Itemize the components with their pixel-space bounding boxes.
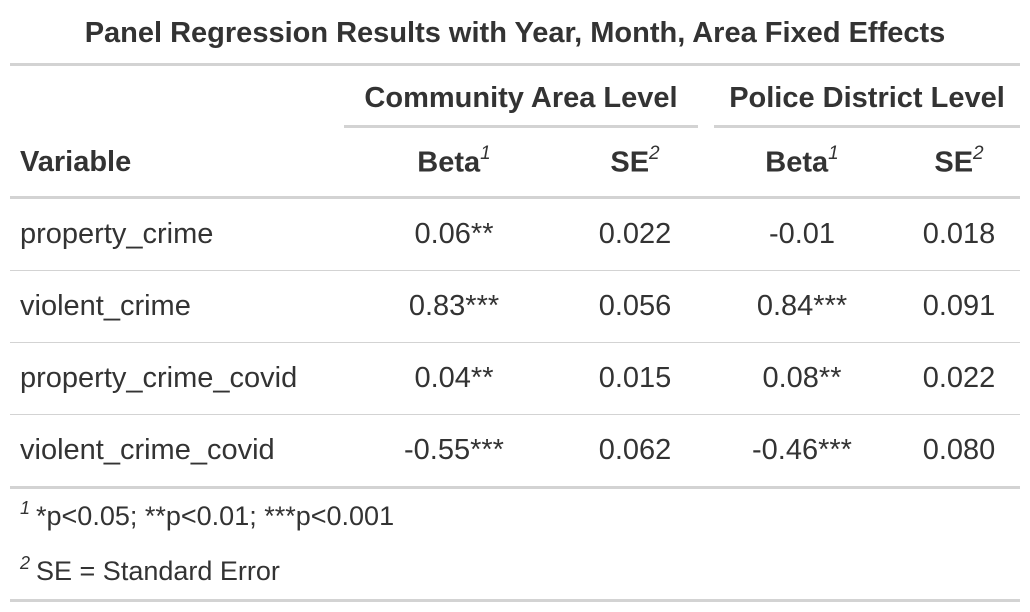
col-header-variable: Variable: [10, 128, 344, 199]
cell-ca-beta: 0.04**: [344, 342, 564, 415]
cell-pd-se: 0.091: [898, 270, 1020, 343]
cell-pd-beta: 0.84***: [706, 270, 898, 343]
col-header-pd-se: SE2: [898, 128, 1020, 199]
cell-ca-se: 0.015: [564, 342, 706, 415]
cell-pd-beta: -0.46***: [706, 414, 898, 489]
footnotes: 1 *p<0.05; **p<0.01; ***p<0.001 2 SE = S…: [10, 489, 1020, 602]
spanner-row: Community Area Level Police District Lev…: [10, 66, 1020, 128]
spanner-empty: [10, 66, 344, 128]
footnote-standard-error: 2 SE = Standard Error: [20, 553, 280, 586]
table-row: property_crime_covid 0.04** 0.015 0.08**…: [10, 342, 1020, 415]
spanner-community-area: Community Area Level: [344, 66, 706, 128]
col-header-ca-se: SE2: [564, 128, 706, 199]
cell-ca-se: 0.022: [564, 197, 706, 271]
cell-pd-se: 0.080: [898, 414, 1020, 489]
cell-ca-beta: -0.55***: [344, 414, 564, 489]
cell-ca-beta: 0.06**: [344, 197, 564, 271]
cell-ca-se: 0.056: [564, 270, 706, 343]
cell-variable: property_crime: [10, 197, 344, 271]
regression-table-container: Panel Regression Results with Year, Mont…: [10, 0, 1020, 602]
col-header-ca-beta: Beta1: [344, 128, 564, 199]
col-header-pd-beta: Beta1: [706, 128, 898, 199]
cell-pd-se: 0.018: [898, 197, 1020, 271]
cell-pd-se: 0.022: [898, 342, 1020, 415]
table-row: property_crime 0.06** 0.022 -0.01 0.018: [10, 197, 1020, 271]
cell-variable: violent_crime: [10, 270, 344, 343]
cell-variable: property_crime_covid: [10, 342, 344, 415]
table-row: violent_crime 0.83*** 0.056 0.84*** 0.09…: [10, 270, 1020, 343]
regression-table: Community Area Level Police District Lev…: [10, 66, 1020, 489]
cell-ca-se: 0.062: [564, 414, 706, 489]
table-title: Panel Regression Results with Year, Mont…: [10, 0, 1020, 66]
table-row: violent_crime_covid -0.55*** 0.062 -0.46…: [10, 414, 1020, 489]
cell-variable: violent_crime_covid: [10, 414, 344, 489]
cell-ca-beta: 0.83***: [344, 270, 564, 343]
cell-pd-beta: -0.01: [706, 197, 898, 271]
footnote-significance: 1 *p<0.05; **p<0.01; ***p<0.001: [20, 498, 395, 531]
spanner-police-district: Police District Level: [706, 66, 1020, 128]
cell-pd-beta: 0.08**: [706, 342, 898, 415]
column-header-row: Variable Beta1 SE2 Beta1 SE2: [10, 128, 1020, 199]
